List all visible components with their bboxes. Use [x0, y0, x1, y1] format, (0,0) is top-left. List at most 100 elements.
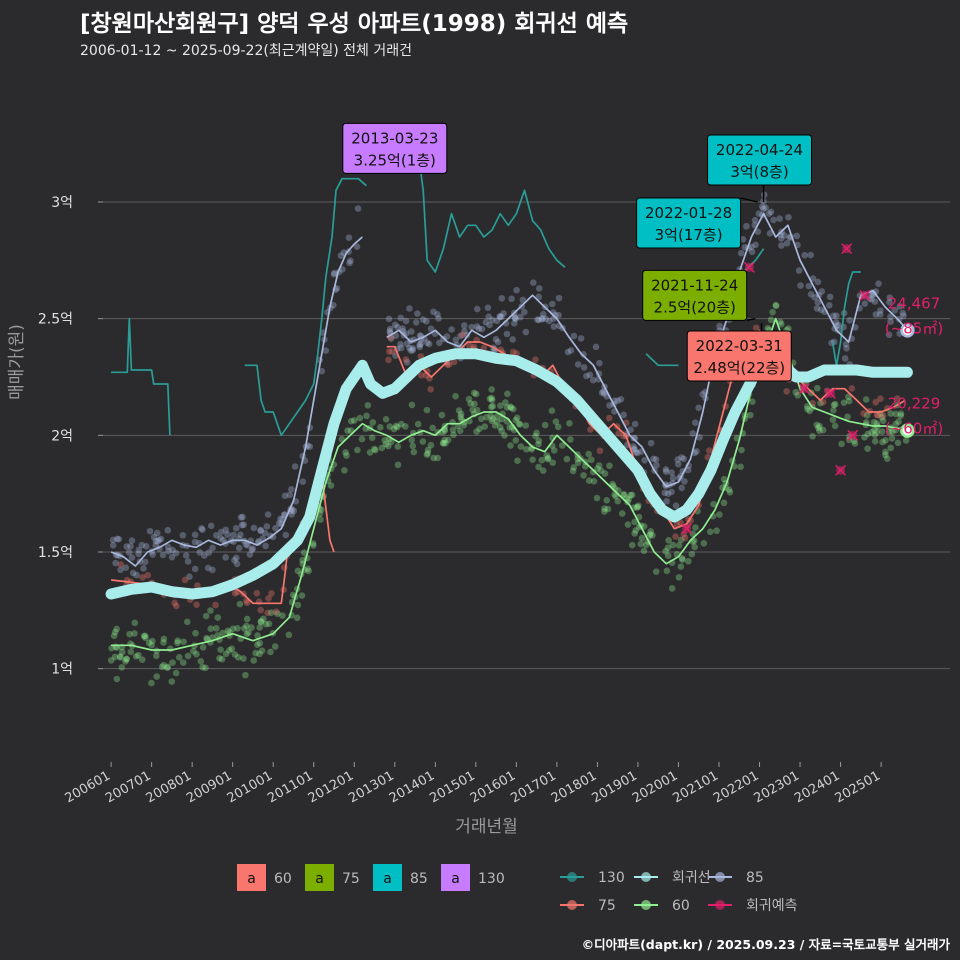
scatter-point-60	[456, 427, 464, 435]
scatter-point-85	[291, 463, 299, 470]
scatter-point-60	[594, 465, 601, 472]
scatter-point-85	[737, 249, 745, 257]
scatter-point-60	[111, 653, 119, 661]
scatter-point-60	[382, 416, 390, 423]
scatter-point-75	[874, 411, 882, 419]
scatter-point-60	[785, 325, 792, 332]
scatter-point-60	[814, 384, 821, 392]
scatter-point-60	[392, 422, 400, 430]
scatter-point-60	[410, 448, 418, 456]
scatter-point-85	[868, 296, 875, 303]
scatter-point-85	[117, 566, 124, 574]
scatter-point-85	[895, 315, 903, 323]
scatter-point-75	[417, 371, 425, 379]
scatter-point-60	[580, 472, 587, 479]
scatter-point-85	[198, 525, 205, 532]
scatter-point-60	[342, 449, 349, 456]
scatter-point-85	[346, 259, 353, 267]
scatter-point-60	[108, 644, 115, 652]
scatter-point-85	[807, 291, 815, 298]
scatter-point-60	[515, 420, 523, 428]
scatter-point-60	[593, 494, 601, 502]
scatter-point-60	[642, 541, 650, 549]
scatter-point-60	[878, 428, 886, 435]
scatter-point-85	[386, 328, 394, 335]
scatter-point-60	[840, 399, 848, 406]
scatter-point-85	[843, 345, 850, 352]
legend-label-text: 75	[342, 871, 360, 887]
scatter-point-60	[652, 568, 660, 575]
scatter-point-85	[795, 267, 803, 274]
scatter-point-75	[848, 385, 856, 392]
scatter-point-60	[258, 647, 266, 655]
scatter-point-85	[416, 341, 423, 349]
scatter-point-85	[473, 323, 481, 330]
scatter-point-75	[243, 599, 251, 607]
scatter-point-85	[637, 448, 645, 455]
scatter-point-60	[183, 618, 191, 626]
scatter-point-60	[769, 308, 776, 316]
scatter-point-85	[861, 300, 869, 308]
scatter-point-60	[883, 455, 891, 462]
scatter-point-60	[563, 455, 571, 463]
scatter-point-60	[243, 622, 250, 630]
scatter-point-60	[597, 467, 605, 474]
scatter-point-85	[539, 315, 546, 322]
end-point-60	[900, 423, 915, 438]
x-tick-label: 201101	[265, 768, 315, 806]
end-point-85	[900, 323, 915, 338]
scatter-points	[107, 191, 910, 687]
scatter-point-75	[253, 589, 261, 597]
scatter-point-60	[434, 454, 441, 462]
scatter-point-85	[127, 542, 134, 550]
scatter-point-85	[577, 335, 585, 342]
scatter-point-60	[452, 392, 459, 400]
scatter-point-85	[219, 536, 227, 544]
scatter-point-60	[441, 436, 448, 444]
scatter-point-85	[846, 316, 853, 324]
scatter-point-60	[429, 424, 436, 432]
scatter-point-85	[661, 489, 669, 497]
legend-line-dot	[641, 872, 651, 882]
scatter-point-75	[181, 576, 189, 584]
scatter-point-85	[586, 371, 594, 379]
scatter-point-60	[202, 612, 210, 620]
scatter-point-60	[871, 426, 878, 434]
scatter-point-85	[159, 551, 167, 559]
scatter-point-85	[345, 234, 353, 242]
scatter-point-85	[811, 294, 819, 301]
forecast-cross	[824, 387, 836, 399]
scatter-point-60	[888, 435, 896, 442]
scatter-point-60	[126, 630, 133, 638]
scatter-point-60	[387, 438, 395, 446]
scatter-point-60	[589, 468, 597, 476]
scatter-point-60	[612, 493, 619, 500]
annotations: 2013-03-23 3.25억(1층) 2022-04-24 3억(8층) 2022-…	[342, 122, 943, 438]
scatter-point-85	[519, 296, 527, 304]
scatter-point-60	[493, 418, 501, 426]
scatter-point-85	[112, 559, 119, 567]
scatter-point-75	[450, 358, 458, 366]
scatter-point-60	[240, 625, 248, 632]
scatter-point-60	[662, 548, 669, 555]
scatter-point-60	[863, 411, 871, 419]
scatter-point-85	[318, 367, 326, 375]
scatter-point-75	[231, 590, 239, 597]
scatter-point-85	[535, 316, 543, 324]
scatter-point-85	[538, 315, 546, 323]
scatter-point-60	[423, 406, 431, 414]
scatter-point-85	[125, 548, 133, 556]
scatter-point-85	[809, 275, 817, 282]
scatter-point-75	[171, 599, 179, 607]
scatter-point-85	[814, 278, 822, 286]
scatter-point-85	[394, 323, 401, 331]
scatter-point-85	[230, 531, 237, 539]
y-tick-label: 2.5억	[38, 312, 73, 328]
series-line-85	[386, 212, 909, 488]
scatter-point-60	[111, 628, 119, 636]
scatter-point-85	[209, 566, 216, 574]
scatter-point-75	[879, 412, 887, 419]
scatter-point-60	[279, 612, 286, 620]
scatter-point-85	[419, 316, 427, 323]
scatter-point-85	[272, 524, 279, 532]
